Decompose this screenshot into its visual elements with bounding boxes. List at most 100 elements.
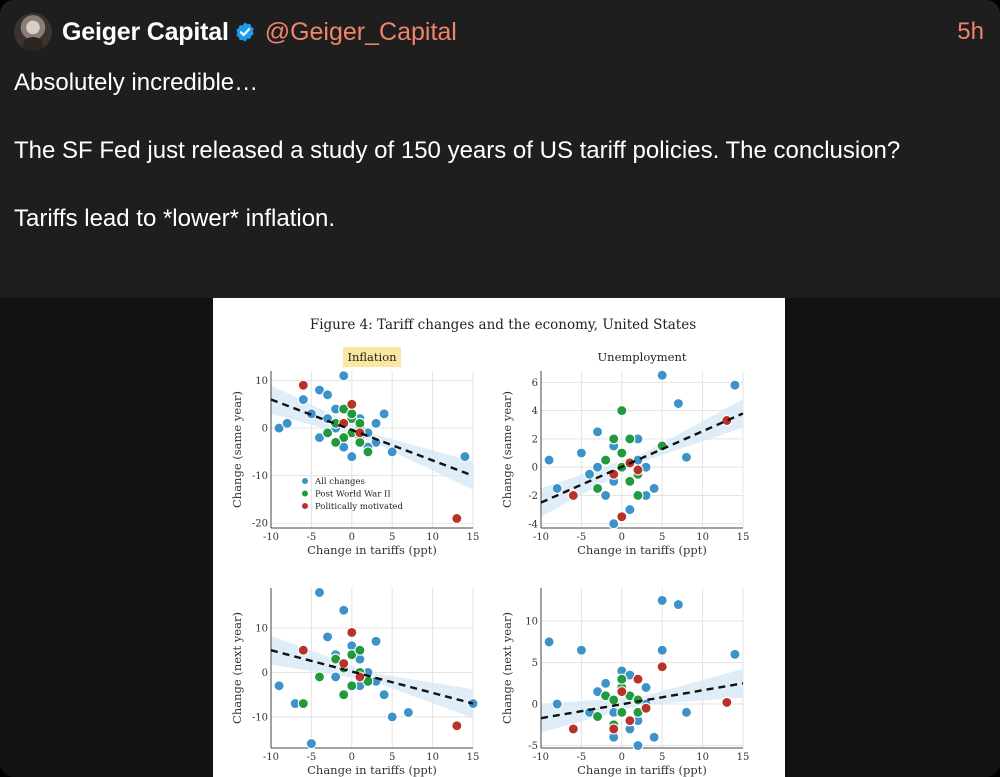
y-tick-label: -10 — [252, 712, 268, 723]
y-tick-label: -2 — [528, 491, 538, 502]
data-point — [567, 723, 579, 735]
timestamp[interactable]: 5h — [957, 18, 984, 45]
data-point — [370, 417, 382, 429]
data-point — [640, 681, 652, 694]
data-point — [370, 635, 382, 647]
data-point — [297, 698, 309, 710]
data-point — [624, 475, 636, 487]
data-point — [322, 631, 334, 643]
x-tick-label: 15 — [737, 532, 750, 543]
data-point — [330, 436, 342, 448]
fit-line — [270, 649, 474, 705]
figure-svg: Figure 4: Tariff changes and the economy… — [230, 317, 750, 777]
data-point — [378, 408, 390, 420]
x-tick-label: 5 — [659, 752, 665, 763]
data-point — [616, 686, 628, 698]
data-point — [624, 715, 636, 727]
data-point — [297, 379, 309, 391]
data-point — [600, 454, 612, 466]
data-point — [721, 414, 733, 427]
data-point — [330, 671, 342, 683]
data-point — [600, 677, 612, 689]
data-point — [648, 482, 660, 494]
data-point — [338, 658, 350, 670]
data-point — [656, 369, 668, 381]
y-tick-label: -20 — [252, 519, 268, 530]
data-point — [551, 482, 563, 494]
tweet-image[interactable]: Figure 4: Tariff changes and the economy… — [213, 298, 785, 777]
y-tick-label: -10 — [252, 471, 268, 482]
data-point — [600, 489, 612, 502]
data-point — [632, 489, 644, 502]
chart-title: Inflation — [347, 350, 397, 364]
data-point — [616, 673, 628, 685]
data-point — [354, 417, 366, 429]
y-axis-label: Change (next year) — [500, 612, 514, 724]
data-point — [313, 384, 326, 396]
x-tick-label: 15 — [737, 752, 750, 763]
x-tick-label: 15 — [467, 532, 480, 543]
data-point — [313, 671, 326, 683]
data-point — [459, 451, 471, 463]
figure-title: Figure 4: Tariff changes and the economy… — [310, 317, 696, 333]
data-point — [680, 706, 692, 718]
data-point — [354, 644, 366, 656]
data-point — [346, 451, 358, 463]
y-tick-label: 6 — [532, 378, 538, 389]
data-point — [632, 673, 644, 685]
y-tick-label: 10 — [255, 376, 268, 387]
legend-marker — [302, 503, 308, 509]
data-point — [354, 671, 366, 683]
data-point — [297, 393, 309, 406]
data-point — [346, 398, 358, 410]
data-point — [616, 447, 628, 459]
y-axis-label: Change (next year) — [230, 612, 244, 724]
data-point — [543, 636, 555, 648]
data-point — [354, 436, 366, 448]
data-point — [632, 739, 644, 752]
legend-label: All changes — [314, 477, 365, 487]
y-tick-label: 4 — [532, 406, 538, 417]
x-tick-label: -5 — [577, 752, 587, 763]
data-point — [616, 706, 628, 718]
data-point — [313, 586, 326, 598]
x-tick-label: 5 — [389, 532, 395, 543]
data-point — [402, 706, 414, 718]
data-point — [608, 518, 620, 530]
data-point — [305, 738, 317, 750]
x-tick-label: 10 — [426, 752, 439, 763]
data-point — [656, 644, 668, 656]
y-tick-label: 0 — [532, 463, 538, 474]
x-tick-label: 15 — [467, 752, 480, 763]
legend-marker — [302, 478, 308, 484]
avatar[interactable] — [14, 13, 52, 51]
data-point — [386, 446, 398, 458]
data-point — [451, 720, 463, 732]
data-point — [583, 468, 596, 480]
data-point — [362, 446, 374, 458]
verified-badge-icon — [236, 22, 254, 42]
x-tick-label: -10 — [263, 532, 279, 543]
legend-label: Post World War II — [315, 490, 391, 500]
x-tick-label: -10 — [533, 752, 549, 763]
data-point — [672, 599, 684, 611]
data-point — [322, 427, 334, 439]
data-point — [386, 711, 398, 723]
y-tick-label: 5 — [532, 658, 538, 669]
data-point — [338, 604, 350, 616]
data-point — [281, 417, 293, 429]
title-highlight — [343, 347, 401, 367]
data-point — [608, 433, 620, 445]
handle[interactable]: @Geiger_Capital — [264, 17, 457, 46]
display-name[interactable]: Geiger Capital — [62, 17, 229, 46]
data-point — [346, 626, 358, 638]
data-point — [354, 427, 366, 439]
y-tick-label: -5 — [528, 741, 538, 752]
x-tick-label: 10 — [696, 532, 709, 543]
data-point — [632, 464, 644, 476]
data-point — [338, 403, 350, 415]
data-point — [672, 397, 684, 410]
